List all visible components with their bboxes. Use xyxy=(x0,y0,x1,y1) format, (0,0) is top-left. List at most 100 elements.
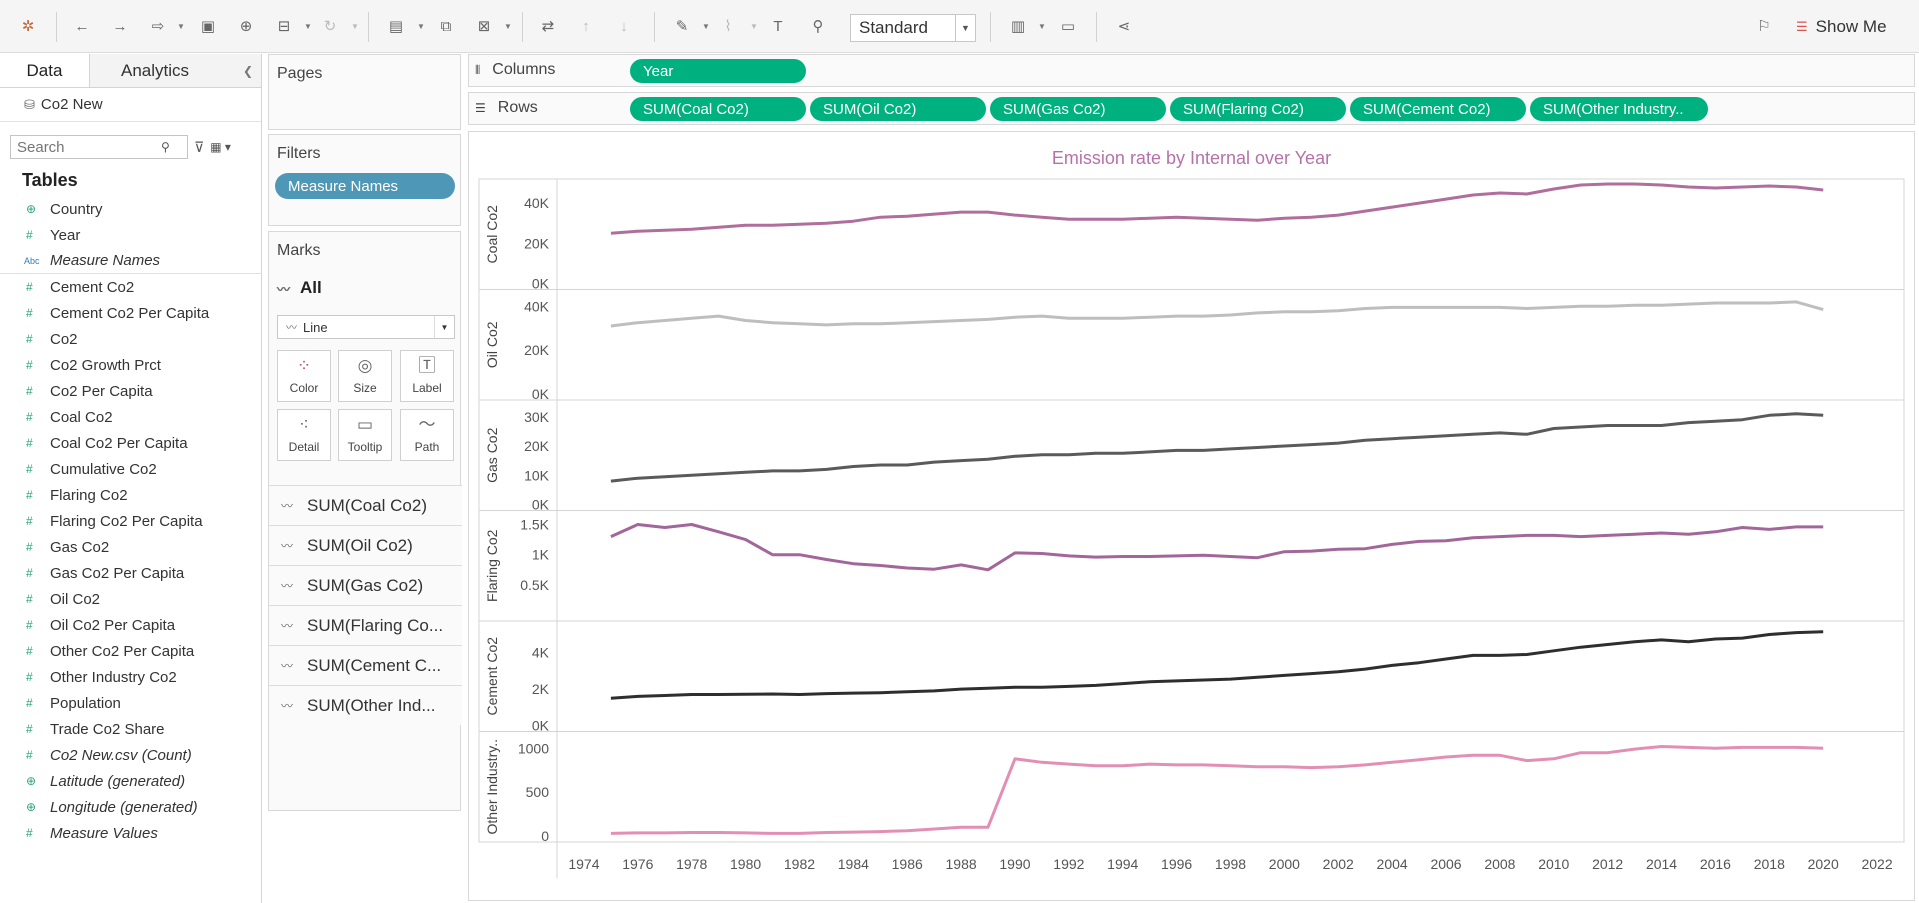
field-item[interactable]: # Cement Co2 Per Capita xyxy=(0,300,262,326)
chevron-down-icon[interactable]: ▼ xyxy=(304,21,312,31)
duplicate-sheet-icon[interactable]: ⧉ xyxy=(440,17,452,35)
color-button[interactable]: ⁘ Color xyxy=(277,350,331,402)
field-item[interactable]: # Cumulative Co2 xyxy=(0,456,262,482)
show-mark-labels-icon[interactable]: T xyxy=(773,17,783,35)
chevron-down-icon[interactable]: ▼ xyxy=(504,21,512,31)
columns-shelf[interactable]: ⦀ Columns Year xyxy=(468,54,1915,87)
field-item[interactable]: # Coal Co2 xyxy=(0,404,262,430)
field-item[interactable]: # Co2 xyxy=(0,326,262,352)
show-cards-icon[interactable]: ▥ xyxy=(1010,18,1026,35)
clear-sheet-icon[interactable]: ⊠ xyxy=(477,18,491,35)
field-item[interactable]: # Co2 New.csv (Count) xyxy=(0,742,262,768)
refresh-icon[interactable]: ↻ xyxy=(323,18,337,35)
view-options-icon[interactable]: ▦ ▾ xyxy=(210,140,231,154)
chevron-down-icon[interactable]: ▼ xyxy=(417,21,425,31)
marks-measure-tab[interactable]: 〰 SUM(Other Ind... xyxy=(269,685,462,725)
filter-pill[interactable]: Measure Names xyxy=(275,173,455,199)
format-painter-icon[interactable]: ⚐ xyxy=(1757,18,1771,35)
detail-icon: ⁖ xyxy=(299,415,309,434)
group-members-icon[interactable]: ⌇ xyxy=(724,18,732,35)
sort-descending-icon[interactable]: ↓ xyxy=(620,17,628,35)
field-item[interactable]: ⊕ Latitude (generated) xyxy=(0,768,262,794)
field-item[interactable]: # Other Industry Co2 xyxy=(0,664,262,690)
marks-measure-tab[interactable]: 〰 SUM(Coal Co2) xyxy=(269,485,462,525)
field-item[interactable]: ⊕ Longitude (generated) xyxy=(0,794,262,820)
field-item[interactable]: # Co2 Per Capita xyxy=(0,378,262,404)
row-pill[interactable]: SUM(Other Industry.. xyxy=(1530,97,1708,121)
y-tick-label: 40K xyxy=(524,195,550,211)
sort-ascending-icon[interactable]: ↑ xyxy=(582,17,590,35)
field-item[interactable]: # Flaring Co2 Per Capita xyxy=(0,508,262,534)
field-item[interactable]: # Co2 Growth Prct xyxy=(0,352,262,378)
tableau-logo-icon[interactable]: ✲ xyxy=(21,18,35,35)
show-me-button[interactable]: ☰ Show Me xyxy=(1796,14,1887,40)
series-line-gas-co2 xyxy=(610,412,1824,483)
fit-dropdown[interactable]: Standard ▼ xyxy=(850,14,976,42)
marks-measure-tab[interactable]: 〰 SUM(Oil Co2) xyxy=(269,525,462,565)
tab-analytics[interactable]: Analytics xyxy=(120,60,190,80)
mark-type-dropdown[interactable]: 〰 Line ▼ xyxy=(277,315,455,339)
row-pill[interactable]: SUM(Cement Co2) xyxy=(1350,97,1526,121)
redo-icon[interactable]: → xyxy=(112,17,128,35)
presentation-mode-icon[interactable]: ▭ xyxy=(1060,18,1076,35)
chevron-down-icon[interactable]: ▼ xyxy=(177,21,185,31)
path-button[interactable]: 〜 Path xyxy=(400,409,454,461)
field-item[interactable]: # Other Co2 Per Capita xyxy=(0,638,262,664)
collapse-pane-icon[interactable]: ❮ xyxy=(242,63,253,78)
undo-icon[interactable]: ← xyxy=(74,17,90,35)
column-pill[interactable]: Year xyxy=(630,59,806,83)
row-pill[interactable]: SUM(Gas Co2) xyxy=(990,97,1166,121)
search-field[interactable]: ⚲ xyxy=(10,135,188,159)
filters-card[interactable]: Filters Measure Names xyxy=(268,134,461,226)
field-item[interactable]: ⊕ Country xyxy=(0,196,262,222)
field-label: Cumulative Co2 xyxy=(50,460,157,478)
marks-measure-tab[interactable]: 〰 SUM(Flaring Co... xyxy=(269,605,462,645)
field-item[interactable]: # Cement Co2 xyxy=(0,274,262,300)
chevron-down-icon[interactable]: ▼ xyxy=(351,21,359,31)
x-tick-label: 2000 xyxy=(1269,856,1300,872)
data-source[interactable]: ⛁ Co2 New xyxy=(0,88,261,122)
new-worksheet-icon[interactable]: ▤ xyxy=(388,18,404,35)
chevron-down-icon[interactable]: ▼ xyxy=(750,21,758,31)
chevron-down-icon[interactable]: ▼ xyxy=(1038,21,1046,31)
rows-shelf[interactable]: ☰ Rows SUM(Coal Co2) SUM(Oil Co2) SUM(Gas … xyxy=(468,92,1915,125)
columns-label: Columns xyxy=(492,61,556,78)
show-me-icon: ☰ xyxy=(1796,19,1808,34)
highlight-icon[interactable]: ✎ xyxy=(675,18,689,35)
label-button[interactable]: 🅃 Label xyxy=(400,350,454,402)
marks-all[interactable]: 〰 All xyxy=(277,278,322,298)
field-item[interactable]: # Oil Co2 Per Capita xyxy=(0,612,262,638)
row-pill[interactable]: SUM(Coal Co2) xyxy=(630,97,806,121)
swap-rows-columns-icon[interactable]: ⇄ xyxy=(541,18,555,35)
row-pill[interactable]: SUM(Oil Co2) xyxy=(810,97,986,121)
row-pill[interactable]: SUM(Flaring Co2) xyxy=(1170,97,1346,121)
field-item[interactable]: # Gas Co2 xyxy=(0,534,262,560)
pages-card[interactable]: Pages xyxy=(268,54,461,130)
marks-measure-tab[interactable]: 〰 SUM(Gas Co2) xyxy=(269,565,462,605)
tooltip-button[interactable]: ▭ Tooltip xyxy=(338,409,392,461)
save-icon[interactable]: ▣ xyxy=(200,18,216,35)
share-icon[interactable]: ⋖ xyxy=(1117,18,1131,35)
field-item[interactable]: # Coal Co2 Per Capita xyxy=(0,430,262,456)
new-data-source-icon[interactable]: ⊕ xyxy=(239,18,253,35)
replace-data-source-icon[interactable]: ⇨ xyxy=(151,18,165,35)
filter-icon[interactable]: ⊽ xyxy=(194,138,205,155)
chevron-down-icon[interactable]: ▼ xyxy=(702,21,710,31)
fix-axes-icon[interactable]: ⚲ xyxy=(812,18,824,35)
line-mark-icon: 〰 xyxy=(281,579,294,593)
detail-button[interactable]: ⁖ Detail xyxy=(277,409,331,461)
search-input[interactable] xyxy=(11,138,161,156)
size-button[interactable]: ◎ Size xyxy=(338,350,392,402)
pause-updates-icon[interactable]: ⊟ xyxy=(277,18,291,35)
field-label: Oil Co2 xyxy=(50,590,101,608)
field-item[interactable]: # Flaring Co2 xyxy=(0,482,262,508)
marks-measure-tab[interactable]: 〰 SUM(Cement C... xyxy=(269,645,462,685)
field-item[interactable]: # Gas Co2 Per Capita xyxy=(0,560,262,586)
field-item[interactable]: Abc Measure Names xyxy=(0,248,262,274)
field-item[interactable]: # Population xyxy=(0,690,262,716)
field-item[interactable]: # Trade Co2 Share xyxy=(0,716,262,742)
field-item[interactable]: # Measure Values xyxy=(0,820,262,846)
field-item[interactable]: # Oil Co2 xyxy=(0,586,262,612)
field-item[interactable]: # Year xyxy=(0,222,262,248)
tab-data[interactable]: Data xyxy=(0,54,90,87)
